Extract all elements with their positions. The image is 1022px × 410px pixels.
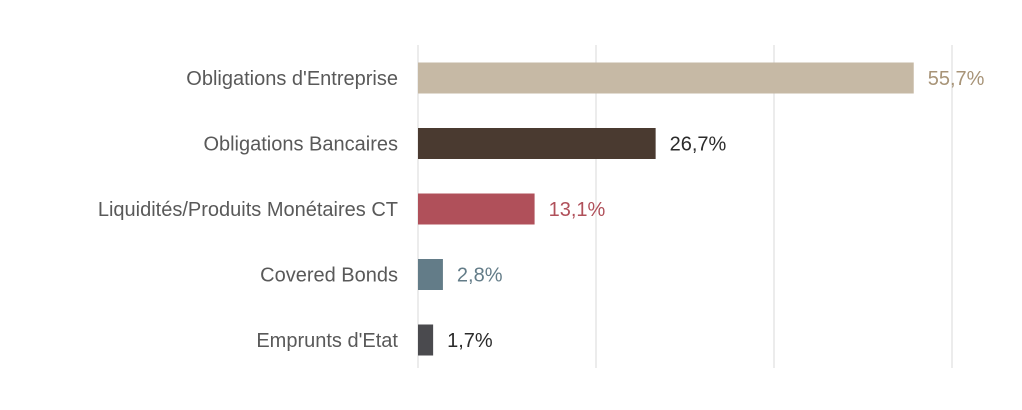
value-label-0: 55,7%: [928, 68, 985, 90]
bar-3: [418, 259, 443, 290]
category-label-2: Liquidités/Produits Monétaires CT: [98, 199, 398, 221]
bar-2: [418, 193, 535, 225]
bars: [418, 62, 914, 356]
category-label-0: Obligations d'Entreprise: [186, 68, 398, 90]
category-labels: Obligations d'Entreprise Obligations Banc…: [98, 68, 399, 352]
bar-1: [418, 128, 656, 159]
category-label-4: Emprunts d'Etat: [256, 330, 398, 352]
value-label-2: 13,1%: [549, 199, 606, 221]
bar-0: [418, 62, 914, 94]
value-label-1: 26,7%: [670, 134, 727, 156]
category-label-3: Covered Bonds: [260, 265, 398, 287]
bar-4: [418, 324, 434, 356]
value-labels: 55,7% 26,7% 13,1% 2,8% 1,7%: [447, 68, 985, 352]
value-label-4: 1,7%: [447, 330, 493, 352]
category-label-1: Obligations Bancaires: [203, 134, 398, 156]
value-label-3: 2,8%: [457, 265, 503, 287]
